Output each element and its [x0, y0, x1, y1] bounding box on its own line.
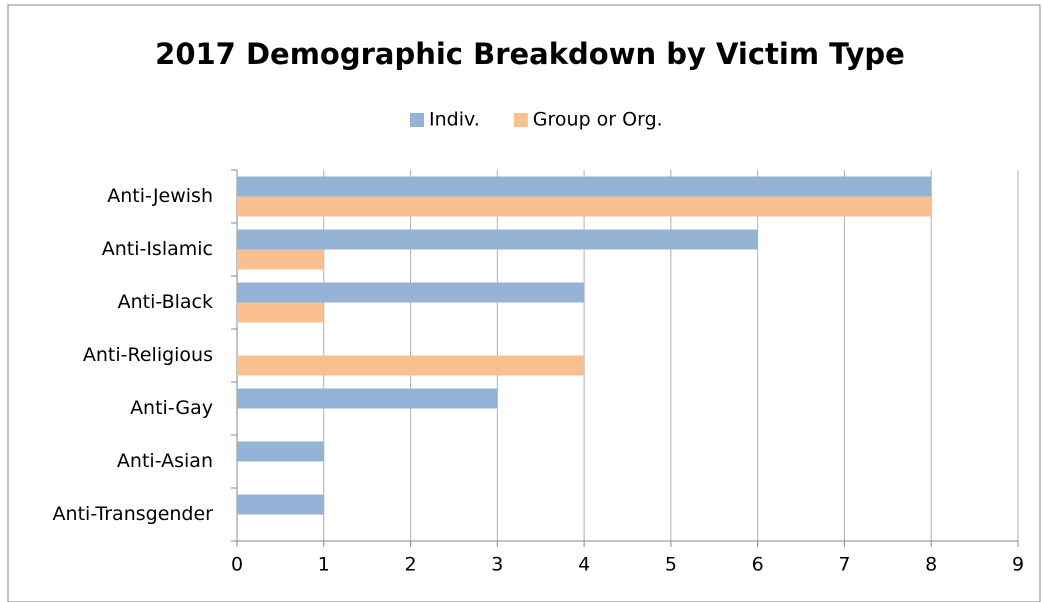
- y-tick-label: Anti-Religious: [83, 344, 213, 366]
- legend-swatch: [513, 113, 528, 127]
- bar: [237, 388, 498, 409]
- legend-label: Group or Org.: [533, 109, 663, 131]
- bar: [237, 494, 324, 515]
- x-tick-label: 1: [318, 554, 330, 576]
- x-tick-label: 9: [1012, 554, 1024, 576]
- bar: [237, 441, 324, 462]
- bar: [237, 196, 932, 217]
- y-tick-label: Anti-Black: [118, 291, 213, 313]
- legend-label: Indiv.: [429, 109, 480, 131]
- y-tick-label: Anti-Jewish: [107, 185, 213, 207]
- chart-title: 2017 Demographic Breakdown by Victim Typ…: [155, 37, 905, 71]
- x-tick-label: 7: [838, 554, 850, 576]
- chart-border: [7, 4, 1041, 602]
- y-tick-label: Anti-Gay: [130, 397, 213, 419]
- y-tick-label: Anti-Islamic: [102, 238, 213, 260]
- bar: [237, 282, 585, 303]
- x-tick-label: 6: [752, 554, 764, 576]
- y-tick-label: Anti-Transgender: [53, 503, 214, 525]
- x-tick-label: 5: [665, 554, 677, 576]
- bar: [237, 176, 932, 197]
- bar: [237, 302, 324, 323]
- bar: [237, 355, 585, 376]
- x-tick-label: 3: [491, 554, 503, 576]
- y-tick-label: Anti-Asian: [117, 450, 213, 472]
- bar: [237, 229, 758, 250]
- legend-swatch: [410, 113, 424, 127]
- x-tick-label: 2: [405, 554, 417, 576]
- x-tick-label: 0: [231, 554, 243, 576]
- x-tick-label: 4: [578, 554, 590, 576]
- bar: [237, 249, 324, 270]
- x-tick-label: 8: [925, 554, 937, 576]
